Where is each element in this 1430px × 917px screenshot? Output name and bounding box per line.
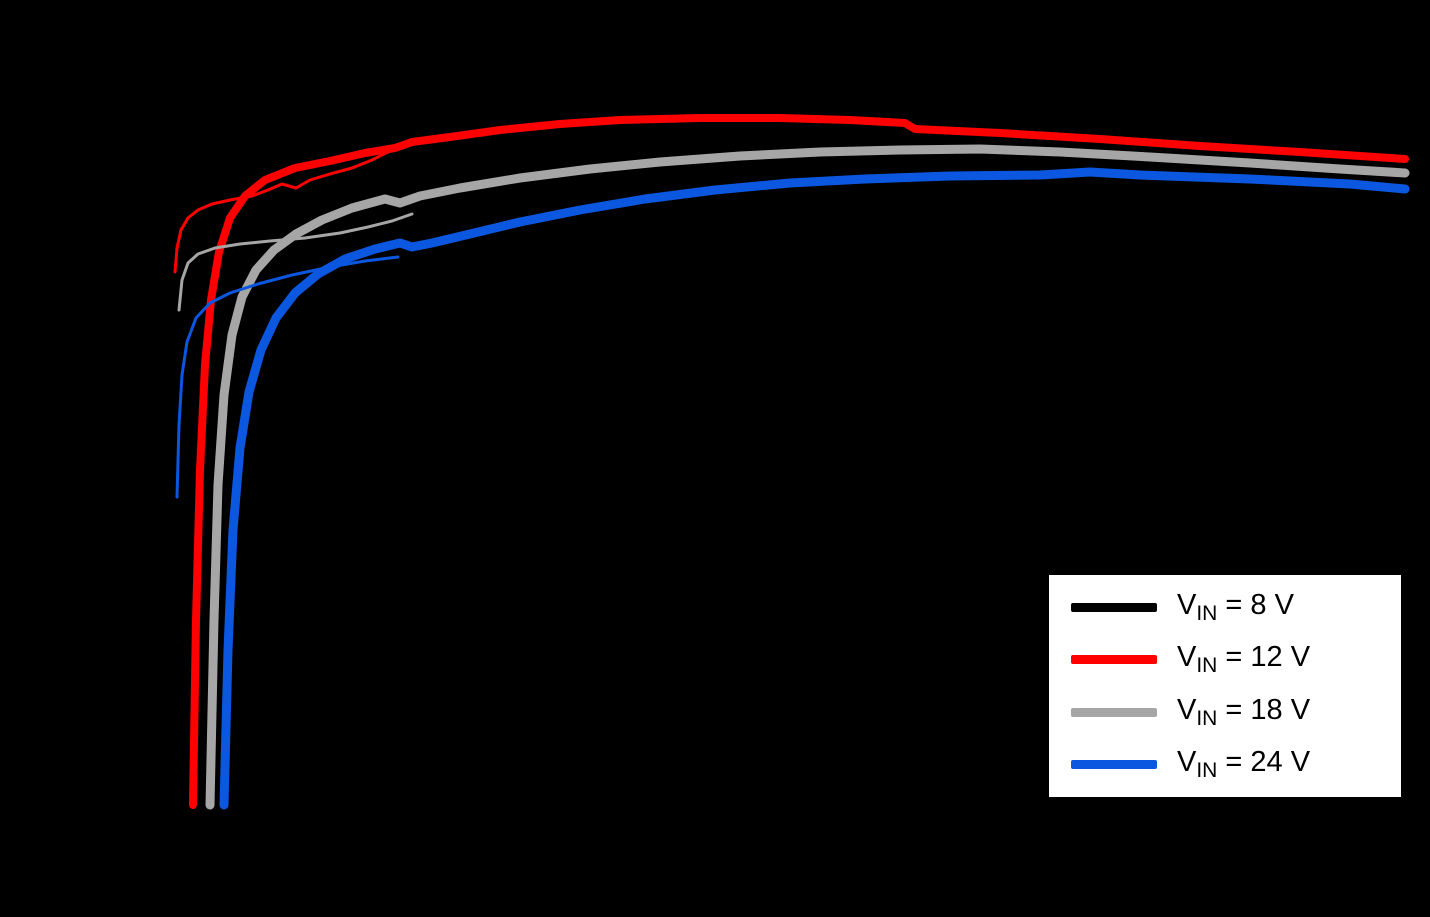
legend: VIN = 8 V VIN = 12 V VIN = 18 V VIN = 24… <box>1046 572 1404 800</box>
legend-item-label: VIN = 8 V <box>1177 588 1294 625</box>
series-line-vin18-thick <box>205 144 1410 810</box>
legend-line-sample-vin-24v <box>1071 760 1157 770</box>
legend-item-label: VIN = 18 V <box>1177 693 1311 730</box>
legend-item-vin-18v: VIN = 18 V <box>1049 693 1401 730</box>
legend-line-sample-vin-18v <box>1071 707 1157 717</box>
series-line-vin18-thin <box>177 212 414 312</box>
legend-item-vin-24v: VIN = 24 V <box>1049 748 1401 781</box>
legend-item-vin-8v: VIN = 8 V <box>1049 588 1401 625</box>
series-line-vin12-thin <box>173 142 410 274</box>
legend-item-label: VIN = 24 V <box>1177 746 1311 783</box>
legend-line-sample-vin-12v <box>1071 655 1157 665</box>
legend-item-vin-12v: VIN = 12 V <box>1049 643 1401 676</box>
series-line-vin24-thick <box>219 167 1410 810</box>
legend-item-label: VIN = 12 V <box>1177 641 1311 678</box>
series-line-vin12-thick <box>189 114 1409 809</box>
legend-line-sample-vin-8v <box>1071 602 1157 612</box>
